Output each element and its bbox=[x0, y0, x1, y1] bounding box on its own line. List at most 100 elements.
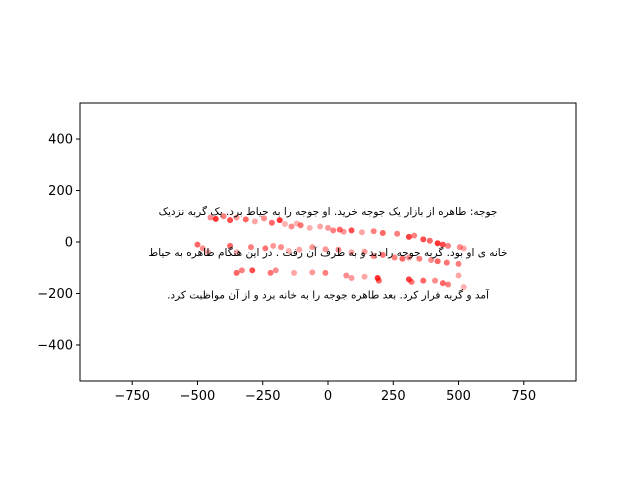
data-point bbox=[375, 277, 382, 284]
annotation-text-line: جوجه: طاهره از بازار یک جوجه خرید. او جو… bbox=[159, 205, 498, 218]
data-point bbox=[405, 233, 412, 240]
y-tick-label: 0 bbox=[65, 236, 73, 251]
data-point bbox=[370, 228, 377, 235]
data-point bbox=[291, 269, 298, 276]
x-axis: −750 −500 −250 0 250 500 750 bbox=[114, 381, 536, 404]
y-tick-label: 200 bbox=[48, 184, 73, 199]
data-point bbox=[297, 222, 304, 229]
data-point bbox=[361, 248, 368, 255]
data-point bbox=[261, 215, 268, 222]
data-point bbox=[336, 226, 343, 233]
data-point bbox=[194, 241, 201, 248]
data-point bbox=[212, 215, 219, 222]
data-point bbox=[335, 246, 342, 253]
data-point bbox=[348, 275, 355, 282]
y-tick-label: −200 bbox=[37, 287, 73, 302]
data-point bbox=[306, 224, 313, 231]
data-point bbox=[272, 267, 279, 274]
x-tick-label: 0 bbox=[324, 389, 332, 404]
x-tick-label: 750 bbox=[511, 389, 536, 404]
data-point bbox=[443, 259, 450, 266]
data-point bbox=[270, 242, 277, 249]
data-point bbox=[233, 214, 240, 221]
data-point bbox=[296, 246, 303, 253]
data-point bbox=[405, 254, 412, 261]
data-point bbox=[445, 242, 452, 249]
data-point bbox=[455, 272, 462, 279]
annotation-text-line: آمد و گربه فرار کرد. بعد طاهره جوجه را ب… bbox=[167, 289, 490, 302]
data-point bbox=[434, 240, 441, 247]
data-point bbox=[394, 230, 401, 237]
data-point bbox=[317, 223, 324, 230]
data-point bbox=[220, 213, 227, 220]
data-point bbox=[455, 260, 462, 267]
x-tick-label: −750 bbox=[114, 389, 150, 404]
x-tick-label: −250 bbox=[245, 389, 281, 404]
data-point bbox=[432, 277, 439, 284]
data-point bbox=[268, 219, 275, 226]
data-point bbox=[325, 224, 331, 231]
data-point bbox=[242, 216, 249, 223]
plot-area: جوجه: طاهره از بازار یک جوجه خرید. او جو… bbox=[79, 102, 577, 382]
data-point bbox=[276, 217, 283, 224]
data-point bbox=[460, 284, 467, 291]
x-tick-label: −500 bbox=[180, 389, 216, 404]
data-point bbox=[348, 227, 355, 234]
data-point bbox=[267, 269, 274, 276]
data-point bbox=[199, 245, 206, 252]
data-point bbox=[251, 218, 258, 225]
data-point bbox=[391, 254, 398, 261]
data-point bbox=[309, 269, 316, 276]
data-point bbox=[343, 272, 350, 279]
x-tick-label: 500 bbox=[446, 389, 471, 404]
data-point bbox=[330, 227, 337, 234]
y-axis: −400 −200 0 200 400 bbox=[37, 133, 80, 353]
axes-frame bbox=[79, 102, 577, 382]
data-point bbox=[358, 229, 365, 236]
data-point bbox=[278, 244, 285, 251]
data-point bbox=[411, 232, 418, 239]
data-point bbox=[204, 249, 211, 256]
data-point bbox=[426, 237, 433, 244]
data-point bbox=[233, 249, 240, 256]
data-point bbox=[361, 273, 368, 280]
data-point bbox=[445, 281, 452, 288]
data-point bbox=[322, 269, 329, 276]
data-point bbox=[420, 277, 427, 284]
data-point bbox=[322, 246, 329, 253]
data-point bbox=[439, 280, 446, 287]
data-point bbox=[285, 248, 292, 255]
data-point bbox=[249, 267, 256, 274]
data-point bbox=[227, 242, 234, 249]
data-point bbox=[309, 244, 316, 251]
data-point bbox=[340, 228, 347, 235]
data-point bbox=[262, 245, 269, 252]
data-point bbox=[460, 245, 467, 252]
data-point bbox=[288, 223, 295, 230]
data-point bbox=[408, 278, 415, 285]
data-point bbox=[428, 257, 435, 264]
data-point bbox=[379, 251, 386, 258]
data-point bbox=[434, 258, 441, 265]
data-point bbox=[227, 217, 234, 224]
annotation-text-line: خانه ی او بود. گربه جوجه را دید و به طرف… bbox=[148, 246, 507, 259]
data-point bbox=[238, 267, 245, 274]
data-point bbox=[439, 241, 446, 248]
data-point bbox=[416, 255, 423, 262]
data-point bbox=[207, 214, 214, 221]
y-tick-label: −400 bbox=[37, 338, 73, 353]
data-point bbox=[379, 229, 386, 236]
data-point bbox=[247, 244, 254, 251]
data-point bbox=[370, 253, 377, 260]
y-tick-label: 400 bbox=[48, 133, 73, 148]
data-point bbox=[399, 255, 406, 262]
data-point bbox=[348, 249, 355, 256]
data-point bbox=[456, 244, 463, 251]
text-layer: جوجه: طاهره از بازار یک جوجه خرید. او جو… bbox=[148, 205, 507, 302]
data-point bbox=[233, 269, 240, 276]
points-layer bbox=[194, 213, 467, 291]
x-tick-label: 250 bbox=[381, 389, 406, 404]
data-point bbox=[420, 236, 427, 243]
data-point bbox=[281, 220, 288, 227]
